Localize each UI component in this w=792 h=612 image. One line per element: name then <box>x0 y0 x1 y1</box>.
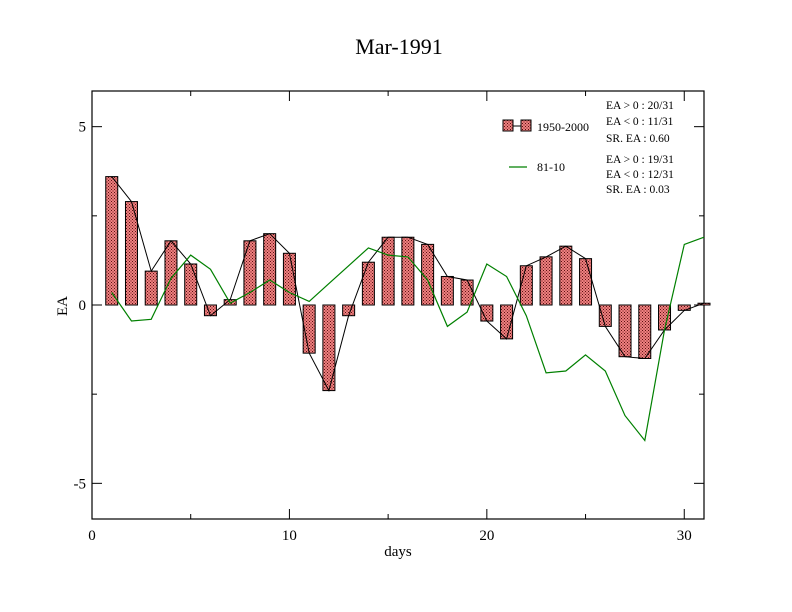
bar-day-12 <box>322 304 336 392</box>
bar-day-10 <box>282 252 296 306</box>
stats-block-81-10: EA > 0 : 19/31 EA < 0 : 12/31 SR. EA : 0… <box>606 154 674 196</box>
bar-day-13 <box>342 304 356 317</box>
bar-day-26 <box>598 304 612 327</box>
x-tick-label: 10 <box>282 528 297 544</box>
x-tick-labels: 0 10 20 30 <box>88 528 692 544</box>
legend-swatch-1950-2000-bar-left <box>502 119 514 132</box>
stat-neg-81-10: EA < 0 : 12/31 <box>606 169 674 181</box>
legend-swatch-1950-2000-bar-right <box>520 119 532 132</box>
bar-day-5 <box>184 263 198 306</box>
y-tick-labels: -5 0 5 <box>74 120 87 493</box>
stat-pos-81-10: EA > 0 : 19/31 <box>606 154 674 166</box>
bar-day-28 <box>638 304 652 359</box>
x-tick-label: 20 <box>479 528 494 544</box>
x-tick-label: 0 <box>88 528 96 544</box>
bar-day-15 <box>381 236 395 306</box>
bar-day-22 <box>519 265 533 306</box>
x-axis-label: days <box>384 544 412 560</box>
stat-sr-1950-2000: SR. EA : 0.60 <box>606 133 670 145</box>
axis-ticks <box>91 91 704 519</box>
series-81-10-line <box>111 236 705 442</box>
bar-day-24 <box>559 245 573 306</box>
y-axis-label: EA <box>55 296 71 316</box>
bar-day-25 <box>579 258 593 306</box>
y-tick-label: 5 <box>79 120 87 136</box>
bar-day-14 <box>361 261 375 306</box>
stat-sr-81-10: SR. EA : 0.03 <box>606 184 670 196</box>
legend: 1950-2000 81-10 <box>502 119 589 174</box>
bar-day-30 <box>677 304 691 311</box>
bar-day-11 <box>302 304 316 354</box>
bar-day-18 <box>440 275 454 306</box>
legend-label-81-10: 81-10 <box>537 160 565 174</box>
x-tick-label: 30 <box>677 528 692 544</box>
legend-label-1950-2000: 1950-2000 <box>537 120 589 134</box>
stats-block-1950-2000: EA > 0 : 20/31 EA < 0 : 11/31 SR. EA : 0… <box>606 100 674 145</box>
bar-series <box>105 176 711 392</box>
series-1950-2000-line <box>111 176 705 392</box>
bar-day-3 <box>144 270 158 306</box>
bar-day-9 <box>263 233 277 306</box>
bar-day-6 <box>203 304 217 317</box>
bar-day-23 <box>539 256 553 306</box>
bar-day-27 <box>618 304 632 358</box>
y-tick-label: 0 <box>79 298 87 314</box>
y-tick-label: -5 <box>74 476 87 492</box>
stat-pos-1950-2000: EA > 0 : 20/31 <box>606 100 674 112</box>
chart-title: Mar-1991 <box>355 34 443 59</box>
stat-neg-1950-2000: EA < 0 : 11/31 <box>606 116 674 128</box>
bar-day-16 <box>401 236 415 306</box>
bar-day-1 <box>105 176 119 306</box>
